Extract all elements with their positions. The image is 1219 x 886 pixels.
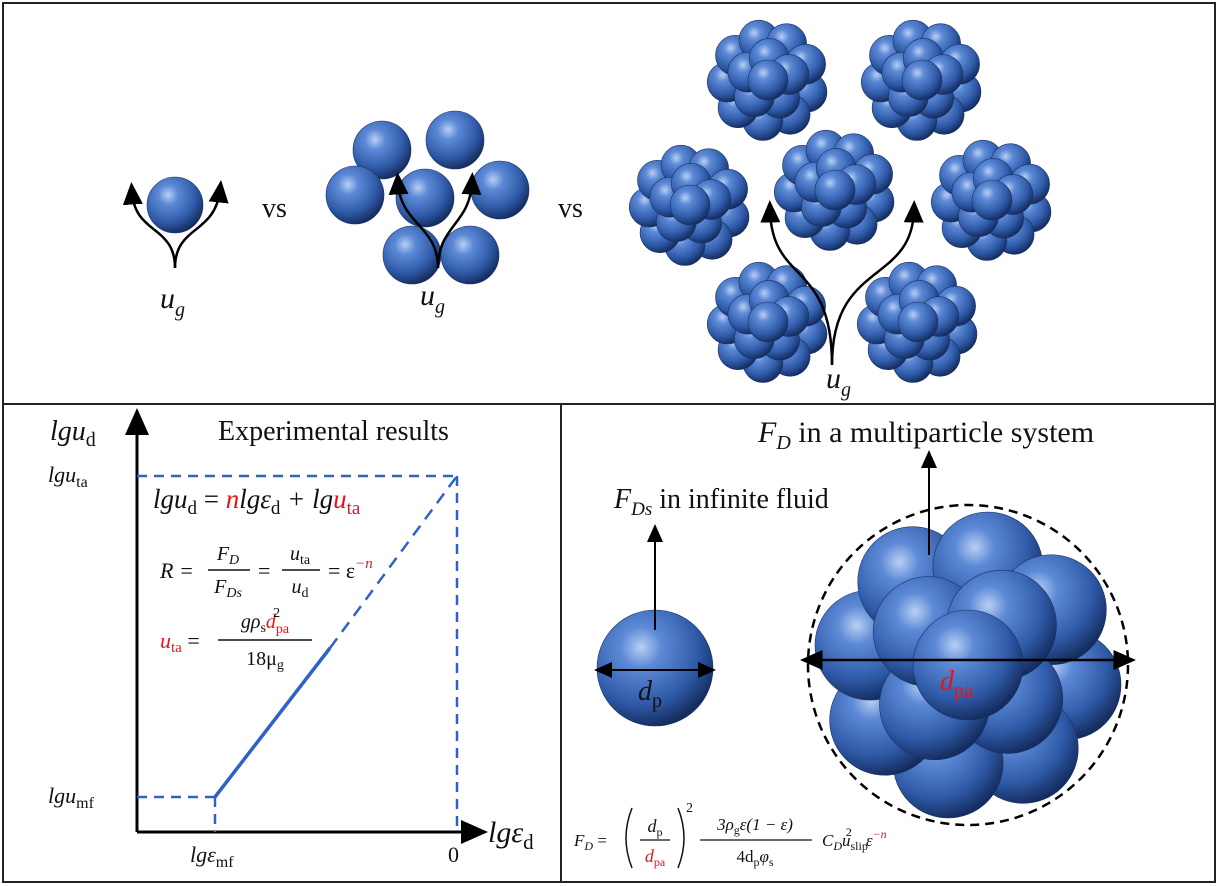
vs-label: vs [262, 193, 287, 224]
formula-part: FD = [573, 831, 607, 853]
particles [596, 511, 1122, 819]
equation: uta = gρsdpa2 18μg [160, 606, 312, 673]
y-tick-label: lgumf [48, 783, 95, 812]
x-tick-label: lgεmf [190, 842, 234, 871]
flow-arrows [122, 172, 924, 366]
formula-part: CDuslip2 ε−n [822, 825, 887, 853]
equation-part: = ε−n [328, 556, 373, 583]
formula-part: dp [648, 816, 663, 839]
formula-part: 4dpφs [736, 847, 773, 869]
equation: R = FD FDs = uta ud = ε−n [159, 543, 373, 601]
equation-part: 18μg [246, 648, 284, 673]
vs-label: vs [558, 193, 583, 224]
equation-part: R = [159, 558, 194, 583]
flow-label: ug [160, 282, 185, 321]
particle [971, 179, 1013, 221]
equation-part: gρsdpa2 [241, 606, 290, 637]
particle [901, 59, 943, 101]
formula-part: 2 [686, 801, 693, 816]
formula-part: dpa [645, 846, 666, 869]
flow-label: ug [420, 279, 445, 318]
particle [146, 176, 204, 234]
particle [912, 609, 1024, 721]
particle [747, 59, 789, 101]
particle [470, 160, 530, 220]
equation-part: uta = [160, 628, 200, 656]
equation-part: ud [292, 576, 309, 601]
particle [395, 168, 455, 228]
equation-part: uta [290, 543, 311, 568]
plot-axes [125, 408, 488, 844]
y-tick-label: lguta [48, 462, 88, 491]
particle [352, 120, 412, 180]
particle [669, 184, 711, 226]
plot-lines [137, 474, 459, 832]
equation-part: = [258, 558, 270, 583]
equation: lgud = nlgεd + lguta [153, 484, 361, 519]
particle [814, 169, 856, 211]
flow-label: ug [826, 362, 851, 401]
particle [747, 301, 789, 343]
equation-part: FD [216, 543, 239, 568]
y-axis-label: lgud [50, 416, 96, 451]
equation-part: FDs [213, 576, 242, 601]
particle [382, 225, 442, 285]
force-arrows [594, 450, 1136, 678]
force-label: FD in a multiparticle system [757, 416, 1094, 454]
plot-title: Experimental results [218, 416, 449, 447]
x-tick-label: 0 [448, 842, 459, 867]
particle [440, 225, 500, 285]
diameter-label: dp [638, 676, 662, 712]
force-label: FDs in infinite fluid [613, 484, 829, 520]
particle [425, 110, 485, 170]
formula-part: 3ρgε(1 − ε) [716, 815, 793, 837]
diameter-label: dpa [940, 666, 973, 702]
particles [146, 19, 1052, 383]
particle [897, 301, 939, 343]
x-axis-label: lgεd [488, 816, 534, 854]
drag-formula: FD = dp dpa 2 3ρgε(1 − ε) 4dpφs CDuslip2… [573, 801, 887, 869]
particle [325, 165, 385, 225]
